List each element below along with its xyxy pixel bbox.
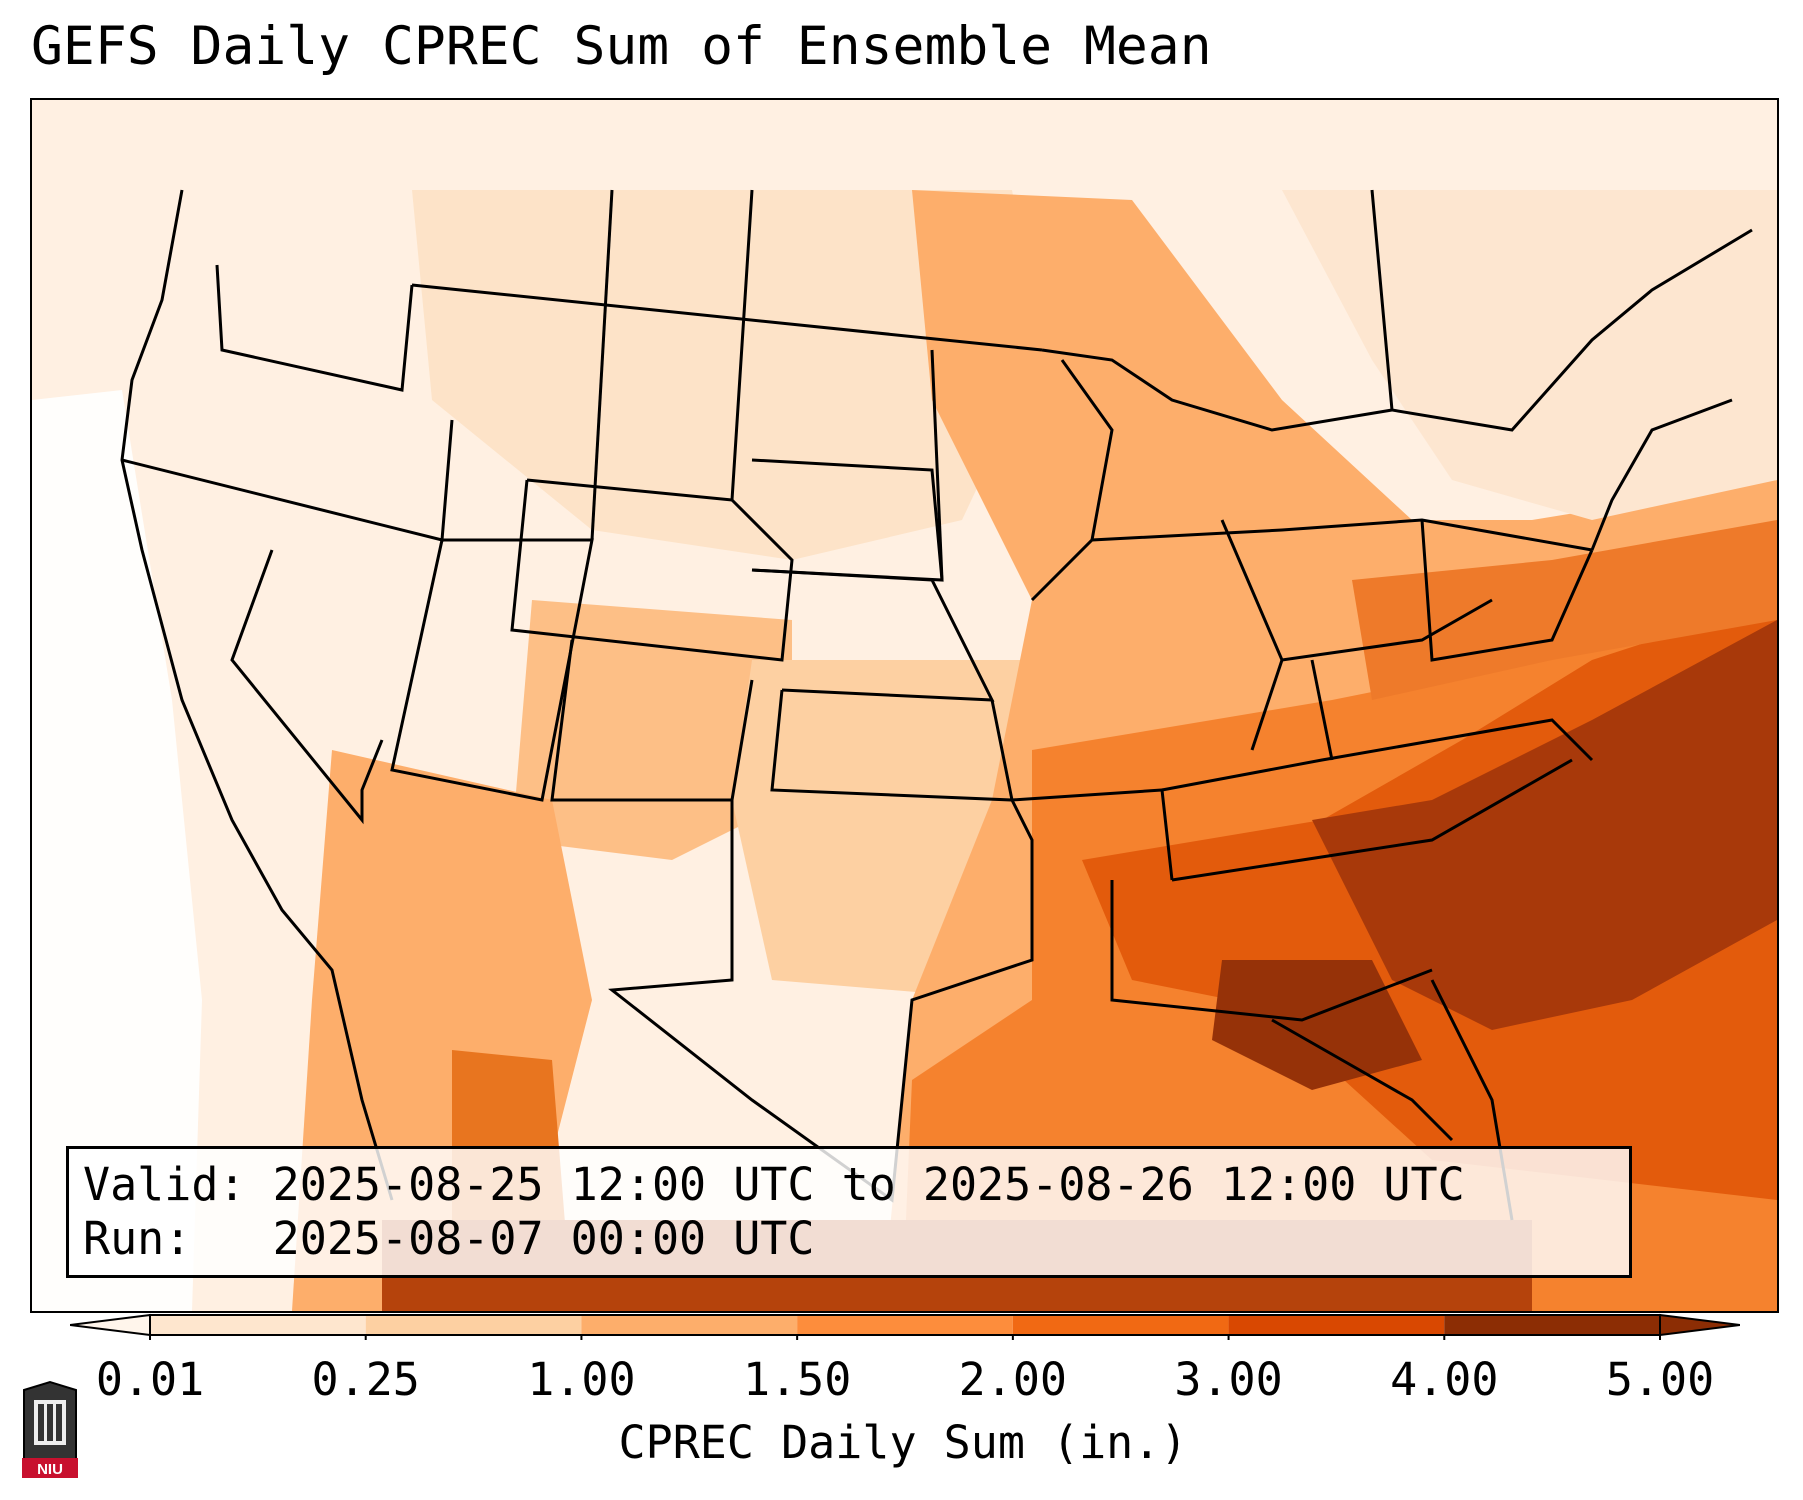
colorbar-tick-label: 4.00	[1390, 1353, 1499, 1406]
precip-max-atlantic	[1312, 620, 1777, 1030]
colorbar-extend-low	[70, 1313, 151, 1337]
colorbar-label: CPREC Daily Sum (in.)	[618, 1416, 1188, 1469]
map-canvas	[32, 100, 1777, 1311]
colorbar-segment	[581, 1315, 798, 1335]
colorbar-segments	[149, 1314, 1661, 1336]
valid-time-text: Valid: 2025-08-25 12:00 UTC to 2025-08-2…	[83, 1158, 1465, 1211]
validity-info-box: Valid: 2025-08-25 12:00 UTC to 2025-08-2…	[66, 1146, 1632, 1278]
colorbar	[70, 1313, 1740, 1340]
precip-canada-east	[1282, 190, 1777, 520]
ocean-light-area	[32, 390, 202, 1311]
colorbar-tick-label: 5.00	[1605, 1353, 1715, 1406]
precip-rockies	[512, 600, 792, 860]
map-title: GEFS Daily CPREC Sum of Ensemble Mean	[31, 16, 1212, 77]
colorbar-tick-label: 2.00	[958, 1353, 1068, 1406]
colorbar-extend-high	[1659, 1313, 1740, 1337]
colorbar-tick-label: 0.01	[95, 1353, 205, 1406]
run-time-text: Run: 2025-08-07 00:00 UTC	[83, 1212, 815, 1265]
colorbar-segment	[1228, 1315, 1445, 1335]
colorbar-ticks	[149, 1335, 1661, 1340]
precip-map	[30, 98, 1779, 1313]
colorbar-segment	[1444, 1315, 1660, 1335]
colorbar-tick-label: 1.50	[742, 1353, 852, 1406]
niu-logo-icon: NIU	[22, 1380, 78, 1478]
colorbar-tick-label: 0.25	[311, 1353, 420, 1406]
colorbar-segment	[1012, 1315, 1229, 1335]
colorbar-segment	[797, 1315, 1013, 1335]
logo-text: NIU	[37, 1461, 63, 1478]
state-borders	[120, 189, 1753, 1221]
colorbar-segment	[365, 1315, 582, 1335]
colorbar-tick-label: 1.00	[527, 1353, 636, 1406]
colorbar-tick-label: 3.00	[1174, 1353, 1283, 1406]
colorbar-segment	[150, 1315, 366, 1335]
